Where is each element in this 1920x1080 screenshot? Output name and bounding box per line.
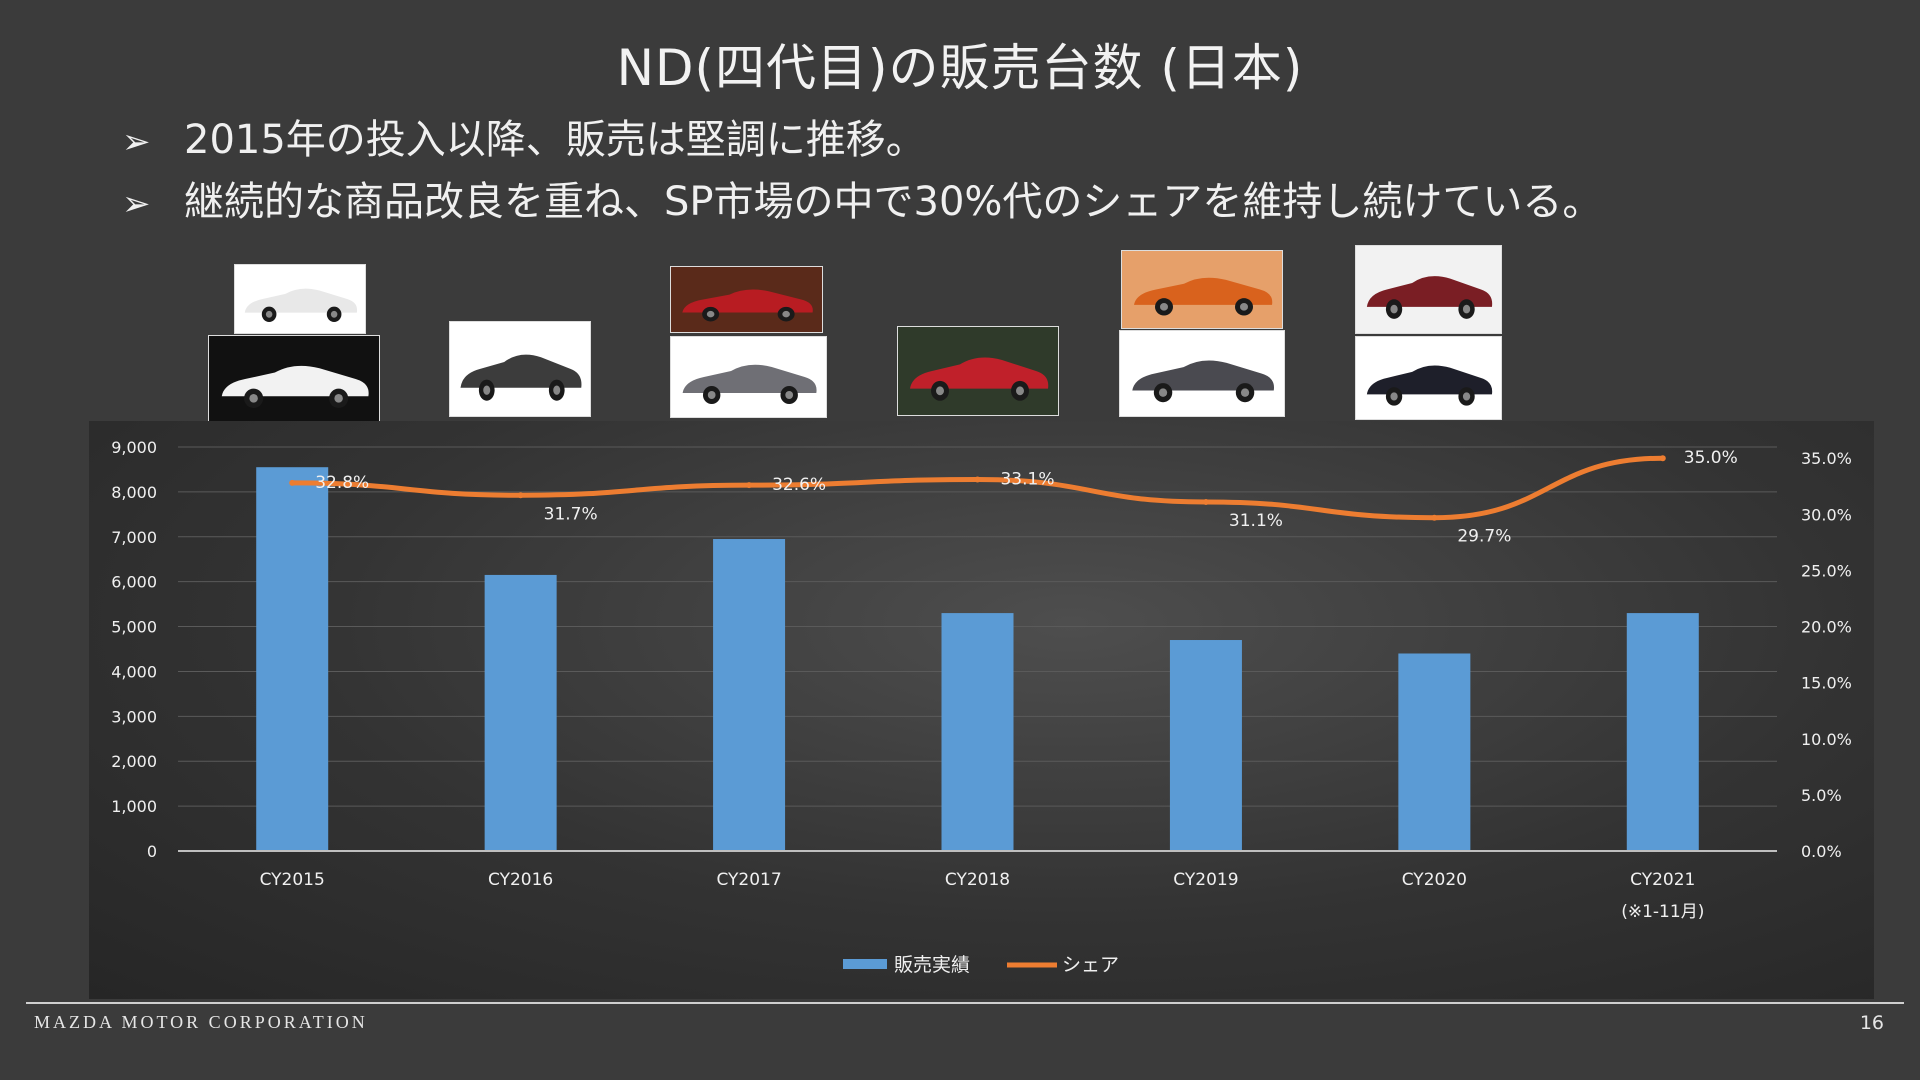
bar xyxy=(256,467,329,851)
sales-share-chart: 0 1,000 2,000 3,000 4,000 5,000 6,000 7,000 8,00… xyxy=(111,438,1852,976)
bar xyxy=(484,574,557,851)
share-point xyxy=(517,492,524,499)
bullet-list: ➢ 2015年の投入以降、販売は堅調に推移。 ➢ 継続的な商品改良を重ね、SP市場の… xyxy=(122,110,1882,234)
red-interior-photo xyxy=(1355,245,1502,334)
left-axis-tick-label: 1,000 xyxy=(111,797,157,816)
orange-roadster-sunset-photo xyxy=(1121,250,1283,329)
x-axis-tick-label: CY2020 xyxy=(1402,870,1467,890)
footer-brand: MAZDA MOTOR CORPORATION xyxy=(34,1012,368,1032)
arrowhead-bullet-icon: ➢ xyxy=(122,122,151,162)
share-point xyxy=(746,482,753,489)
x-axis-tick-label: CY2015 xyxy=(260,870,325,890)
dark-grey-roadster-photo xyxy=(1119,330,1285,417)
right-axis-tick-label: 10.0% xyxy=(1801,730,1852,749)
share-data-label: 31.1% xyxy=(1229,511,1283,531)
share-data-label: 32.6% xyxy=(772,475,826,495)
share-point xyxy=(1202,498,1209,505)
slide-title: ND(四代目)の販売台数 (日本) xyxy=(616,39,1304,97)
right-axis-tick-label: 35.0% xyxy=(1801,449,1852,468)
bar xyxy=(941,613,1014,851)
x-axis-tick-label: CY2016 xyxy=(488,870,553,890)
share-point xyxy=(974,476,981,483)
right-axis-tick-label: 25.0% xyxy=(1801,561,1852,580)
right-axis-tick-label: 15.0% xyxy=(1801,674,1852,693)
bullet-text: 2015年の投入以降、販売は堅調に推移。 xyxy=(184,117,926,163)
share-data-label: 31.7% xyxy=(544,504,598,524)
share-point xyxy=(289,479,296,486)
left-axis-tick-label: 0 xyxy=(147,842,157,861)
share-data-label: 35.0% xyxy=(1684,448,1738,468)
left-axis-tick-label: 9,000 xyxy=(111,438,157,457)
dark-grey-rf-photo xyxy=(449,321,591,417)
black-roadster-photo xyxy=(1355,336,1502,420)
right-axis-tick-label: 5.0% xyxy=(1801,786,1842,805)
left-axis-tick-label: 5,000 xyxy=(111,618,157,637)
grey-rf-photo xyxy=(670,336,827,418)
x-axis-tick-label: CY2019 xyxy=(1173,870,1238,890)
bar xyxy=(1398,653,1471,851)
legend-bar-label: 販売実績 xyxy=(894,954,970,976)
bar xyxy=(713,539,786,851)
share-point xyxy=(1659,455,1666,462)
chart-panel: 0 1,000 2,000 3,000 4,000 5,000 6,000 7,000 8,00… xyxy=(89,421,1874,999)
share-data-label: 32.8% xyxy=(315,473,369,493)
x-axis-tick-note: (※1-11月) xyxy=(1621,902,1704,922)
x-axis-tick-label: CY2017 xyxy=(716,870,781,890)
footer-divider xyxy=(26,1002,1904,1004)
white-roadster-dark-photo xyxy=(208,335,380,423)
bullet-text: 継続的な商品改良を重ね、SP市場の中で30%代のシェアを維持し続けている。 xyxy=(184,179,1603,225)
legend-bar-swatch xyxy=(843,959,887,969)
white-roadster-photo xyxy=(234,264,366,334)
share-data-label: 33.1% xyxy=(1000,470,1054,490)
left-axis-tick-label: 7,000 xyxy=(111,528,157,547)
left-axis-tick-label: 2,000 xyxy=(111,752,157,771)
bar xyxy=(1626,613,1699,851)
share-line xyxy=(289,455,1666,521)
x-axis-tick-label: CY2018 xyxy=(945,870,1010,890)
x-axis-tick-label: CY2021 xyxy=(1630,870,1695,890)
left-axis-tick-label: 4,000 xyxy=(111,662,157,681)
left-axis-tick-label: 3,000 xyxy=(111,707,157,726)
red-roadster-outdoor-photo xyxy=(670,266,823,333)
share-point xyxy=(1431,514,1438,521)
right-axis-tick-label: 0.0% xyxy=(1801,842,1842,861)
right-axis-tick-label: 20.0% xyxy=(1801,618,1852,637)
bar xyxy=(1169,640,1242,851)
arrowhead-bullet-icon: ➢ xyxy=(122,184,151,224)
right-axis-tick-label: 30.0% xyxy=(1801,505,1852,524)
page-number: 16 xyxy=(1859,1012,1884,1034)
share-data-label: 29.7% xyxy=(1457,527,1511,547)
left-axis-tick-label: 6,000 xyxy=(111,573,157,592)
bullet-item: ➢ 継続的な商品改良を重ね、SP市場の中で30%代のシェアを維持し続けている。 xyxy=(122,172,1882,234)
red-roadster-park-photo xyxy=(897,326,1059,416)
legend-line-label: シェア xyxy=(1062,954,1119,976)
left-axis-tick-label: 8,000 xyxy=(111,483,157,502)
bullet-item: ➢ 2015年の投入以降、販売は堅調に推移。 xyxy=(122,110,1882,172)
